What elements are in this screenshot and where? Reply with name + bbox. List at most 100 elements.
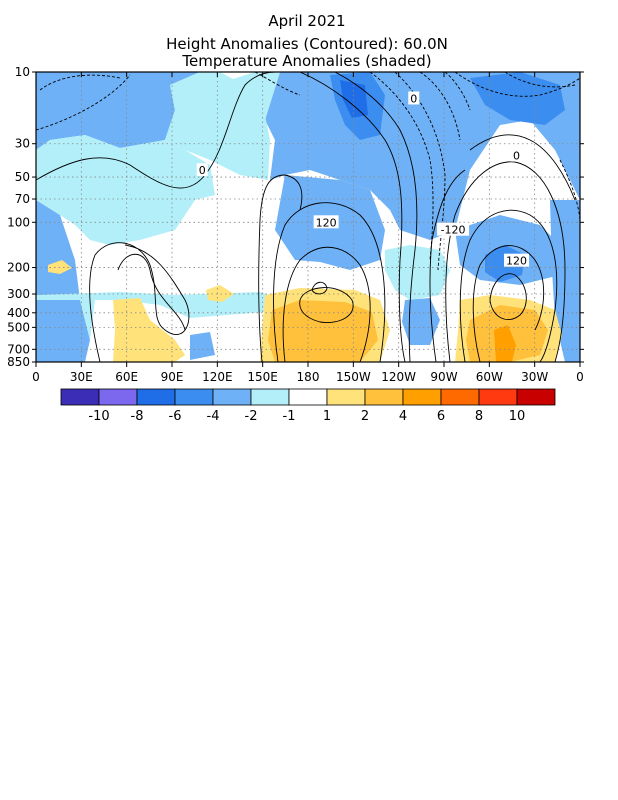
contour-label-0: 0: [410, 92, 417, 105]
colorbar-swatch-9: [402, 388, 442, 406]
contour-label-3: 120: [316, 216, 337, 229]
contour-line-11: [334, 72, 418, 362]
colorbar-swatch-6: [288, 388, 328, 406]
x-tick-label-7: 150W: [336, 370, 371, 384]
x-tick-label-8: 120W: [381, 370, 416, 384]
x-tick-label-12: 0: [576, 370, 584, 384]
colorbar-label-1: -8: [131, 409, 144, 424]
colorbar-label-6: 1: [323, 409, 331, 424]
shading-region-7: [190, 332, 215, 360]
contour-line-24: [559, 159, 580, 221]
contour-label-bg-2: [511, 148, 523, 162]
contour-line-22: [454, 72, 580, 97]
colorbar-label-0: -10: [88, 409, 109, 424]
colorbar-swatch-8: [364, 388, 404, 406]
contour-line-9: [299, 287, 354, 323]
colorbar-label-3: -4: [207, 409, 220, 424]
contour-label-bg-1: [196, 163, 208, 177]
colorbar-swatch-2: [136, 388, 176, 406]
contour-label-bg-4: [437, 222, 470, 236]
x-tick-label-11: 30W: [521, 370, 548, 384]
contour-line-19: [472, 245, 545, 362]
y-tick-label-5: 200: [7, 261, 30, 275]
contour-labels: 0 0 0 120 -120 120: [196, 91, 530, 268]
shading-region-14: [470, 72, 565, 125]
x-tick-label-1: 30E: [70, 370, 93, 384]
contour-line-5: [258, 174, 303, 362]
contour-line-20: [489, 273, 527, 320]
contour-line-16: [429, 169, 466, 362]
colorbar-label-8: 4: [399, 409, 407, 424]
contour-line-18: [459, 209, 558, 362]
contour-line-7: [282, 246, 371, 362]
colorbar-swatch-0: [60, 388, 100, 406]
colorbar-swatch-11: [478, 388, 518, 406]
contour-line-1: [36, 74, 131, 131]
contour-line-4: [117, 253, 186, 331]
shading-region-2: [36, 200, 90, 362]
x-tick-label-0: 0: [32, 370, 40, 384]
contour-line-3: [89, 242, 190, 362]
shading-region-24: [494, 325, 516, 362]
chart-subtitle-temperature: Temperature Anomalies (shaded): [181, 52, 431, 70]
shading-region-22: [268, 300, 378, 362]
contour-line-17: [445, 161, 566, 362]
colorbar-label-11: 10: [509, 409, 526, 424]
y-tick-label-7: 400: [7, 306, 30, 320]
colorbar-label-10: 8: [475, 409, 483, 424]
colorbar-swatch-7: [326, 388, 366, 406]
colorbar: -10 -8 -6 -4 -2 -1 1 2 4 6 8 10: [60, 388, 556, 424]
y-tick-label-9: 700: [7, 342, 30, 356]
y-tick-label-1: 30: [15, 137, 30, 151]
y-tick-label-4: 100: [7, 215, 30, 229]
colorbar-label-2: -6: [169, 409, 182, 424]
colorbar-swatch-12: [516, 388, 556, 406]
contour-line-14: [419, 72, 461, 141]
contour-label-bg-3: [313, 215, 339, 229]
contour-line-6: [273, 202, 386, 362]
contour-line-0: [39, 74, 121, 91]
colorbar-swatch-10: [440, 388, 480, 406]
grid-lines: [36, 72, 580, 362]
x-tick-label-3: 90E: [161, 370, 184, 384]
shading-region-21: [206, 285, 234, 302]
y-tick-label-0: 10: [15, 65, 30, 79]
contour-line-25: [254, 72, 301, 96]
x-tick-label-4: 120E: [202, 370, 233, 384]
colorbar-swatch-4: [212, 388, 252, 406]
plot-area: [36, 72, 580, 362]
colorbar-swatch-5: [250, 388, 290, 406]
contour-line-23: [504, 72, 576, 88]
shading-region-16: [340, 80, 368, 118]
contour-label-1: 0: [199, 164, 206, 177]
shading-region-19: [113, 298, 185, 362]
x-tick-label-2: 60E: [115, 370, 138, 384]
contour-line-15: [444, 72, 471, 111]
shading-region-10: [36, 292, 270, 340]
x-axis: 0 30E 60E 90E 120E 150E 180 150W 120W 90W 60W 30W 0: [32, 72, 584, 384]
x-tick-label-9: 90W: [430, 370, 457, 384]
colorbar-label-9: 6: [437, 409, 445, 424]
contour-label-bg-0: [408, 91, 420, 105]
colorbar-swatch-3: [174, 388, 214, 406]
colorbar-label-7: 2: [361, 409, 369, 424]
contour-line-21: [469, 134, 576, 201]
shading-region-9: [36, 135, 215, 245]
colorbar-label-5: -1: [283, 409, 296, 424]
shading-region-11: [385, 245, 450, 300]
shading-region-0: [36, 72, 200, 150]
contour-line-10: [299, 72, 406, 362]
contour-label-bg-5: [504, 253, 530, 267]
shading-region-12: [230, 72, 280, 120]
y-tick-label-2: 50: [15, 170, 30, 184]
contour-label-4: -120: [441, 224, 466, 237]
colorbar-swatch-1: [98, 388, 138, 406]
colorbar-label-4: -2: [245, 409, 258, 424]
chart-subtitle-height: Height Anomalies (Contoured): 60.0N: [166, 35, 448, 53]
x-tick-label-6: 180: [297, 370, 320, 384]
y-tick-label-6: 300: [7, 287, 30, 301]
x-tick-label-5: 150E: [247, 370, 278, 384]
chart-title: April 2021: [268, 12, 345, 30]
